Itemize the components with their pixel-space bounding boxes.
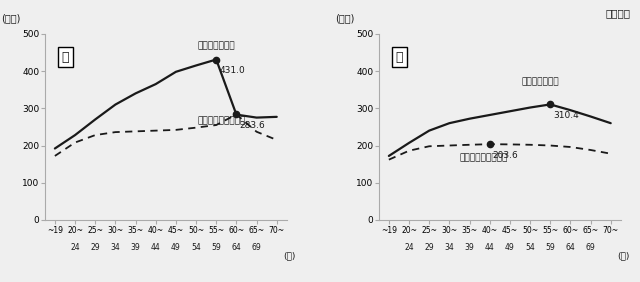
Text: 69: 69 — [586, 243, 595, 252]
Text: 正社員・正職員: 正社員・正職員 — [522, 78, 559, 87]
Text: 49: 49 — [505, 243, 515, 252]
Text: 54: 54 — [191, 243, 201, 252]
Text: 59: 59 — [545, 243, 555, 252]
Text: 29: 29 — [90, 243, 100, 252]
Text: 34: 34 — [445, 243, 454, 252]
Text: (千円): (千円) — [335, 13, 355, 23]
Text: 44: 44 — [485, 243, 495, 252]
Text: 正社員・正職員以外: 正社員・正職員以外 — [460, 153, 508, 162]
Text: (歳): (歳) — [283, 252, 295, 261]
Text: 64: 64 — [232, 243, 241, 252]
Text: 正社員・正職員: 正社員・正職員 — [197, 41, 235, 50]
Text: (歳): (歳) — [617, 252, 629, 261]
Text: 39: 39 — [131, 243, 140, 252]
Text: 69: 69 — [252, 243, 261, 252]
Text: 44: 44 — [151, 243, 161, 252]
Text: 29: 29 — [424, 243, 434, 252]
Text: 64: 64 — [566, 243, 575, 252]
Text: 310.4: 310.4 — [553, 111, 579, 120]
Text: 283.6: 283.6 — [239, 121, 265, 130]
Text: 431.0: 431.0 — [220, 66, 245, 75]
Text: (千円): (千円) — [1, 13, 20, 23]
Text: 女: 女 — [396, 50, 403, 64]
Text: 24: 24 — [70, 243, 80, 252]
Text: 203.6: 203.6 — [493, 151, 518, 160]
Text: 正社員・正職員以外: 正社員・正職員以外 — [197, 116, 246, 125]
Text: 34: 34 — [111, 243, 120, 252]
Text: 59: 59 — [211, 243, 221, 252]
Text: 24: 24 — [404, 243, 414, 252]
Text: 49: 49 — [171, 243, 180, 252]
Text: 令和４年: 令和４年 — [605, 8, 630, 18]
Text: 39: 39 — [465, 243, 474, 252]
Text: 54: 54 — [525, 243, 535, 252]
Text: 男: 男 — [61, 50, 69, 64]
